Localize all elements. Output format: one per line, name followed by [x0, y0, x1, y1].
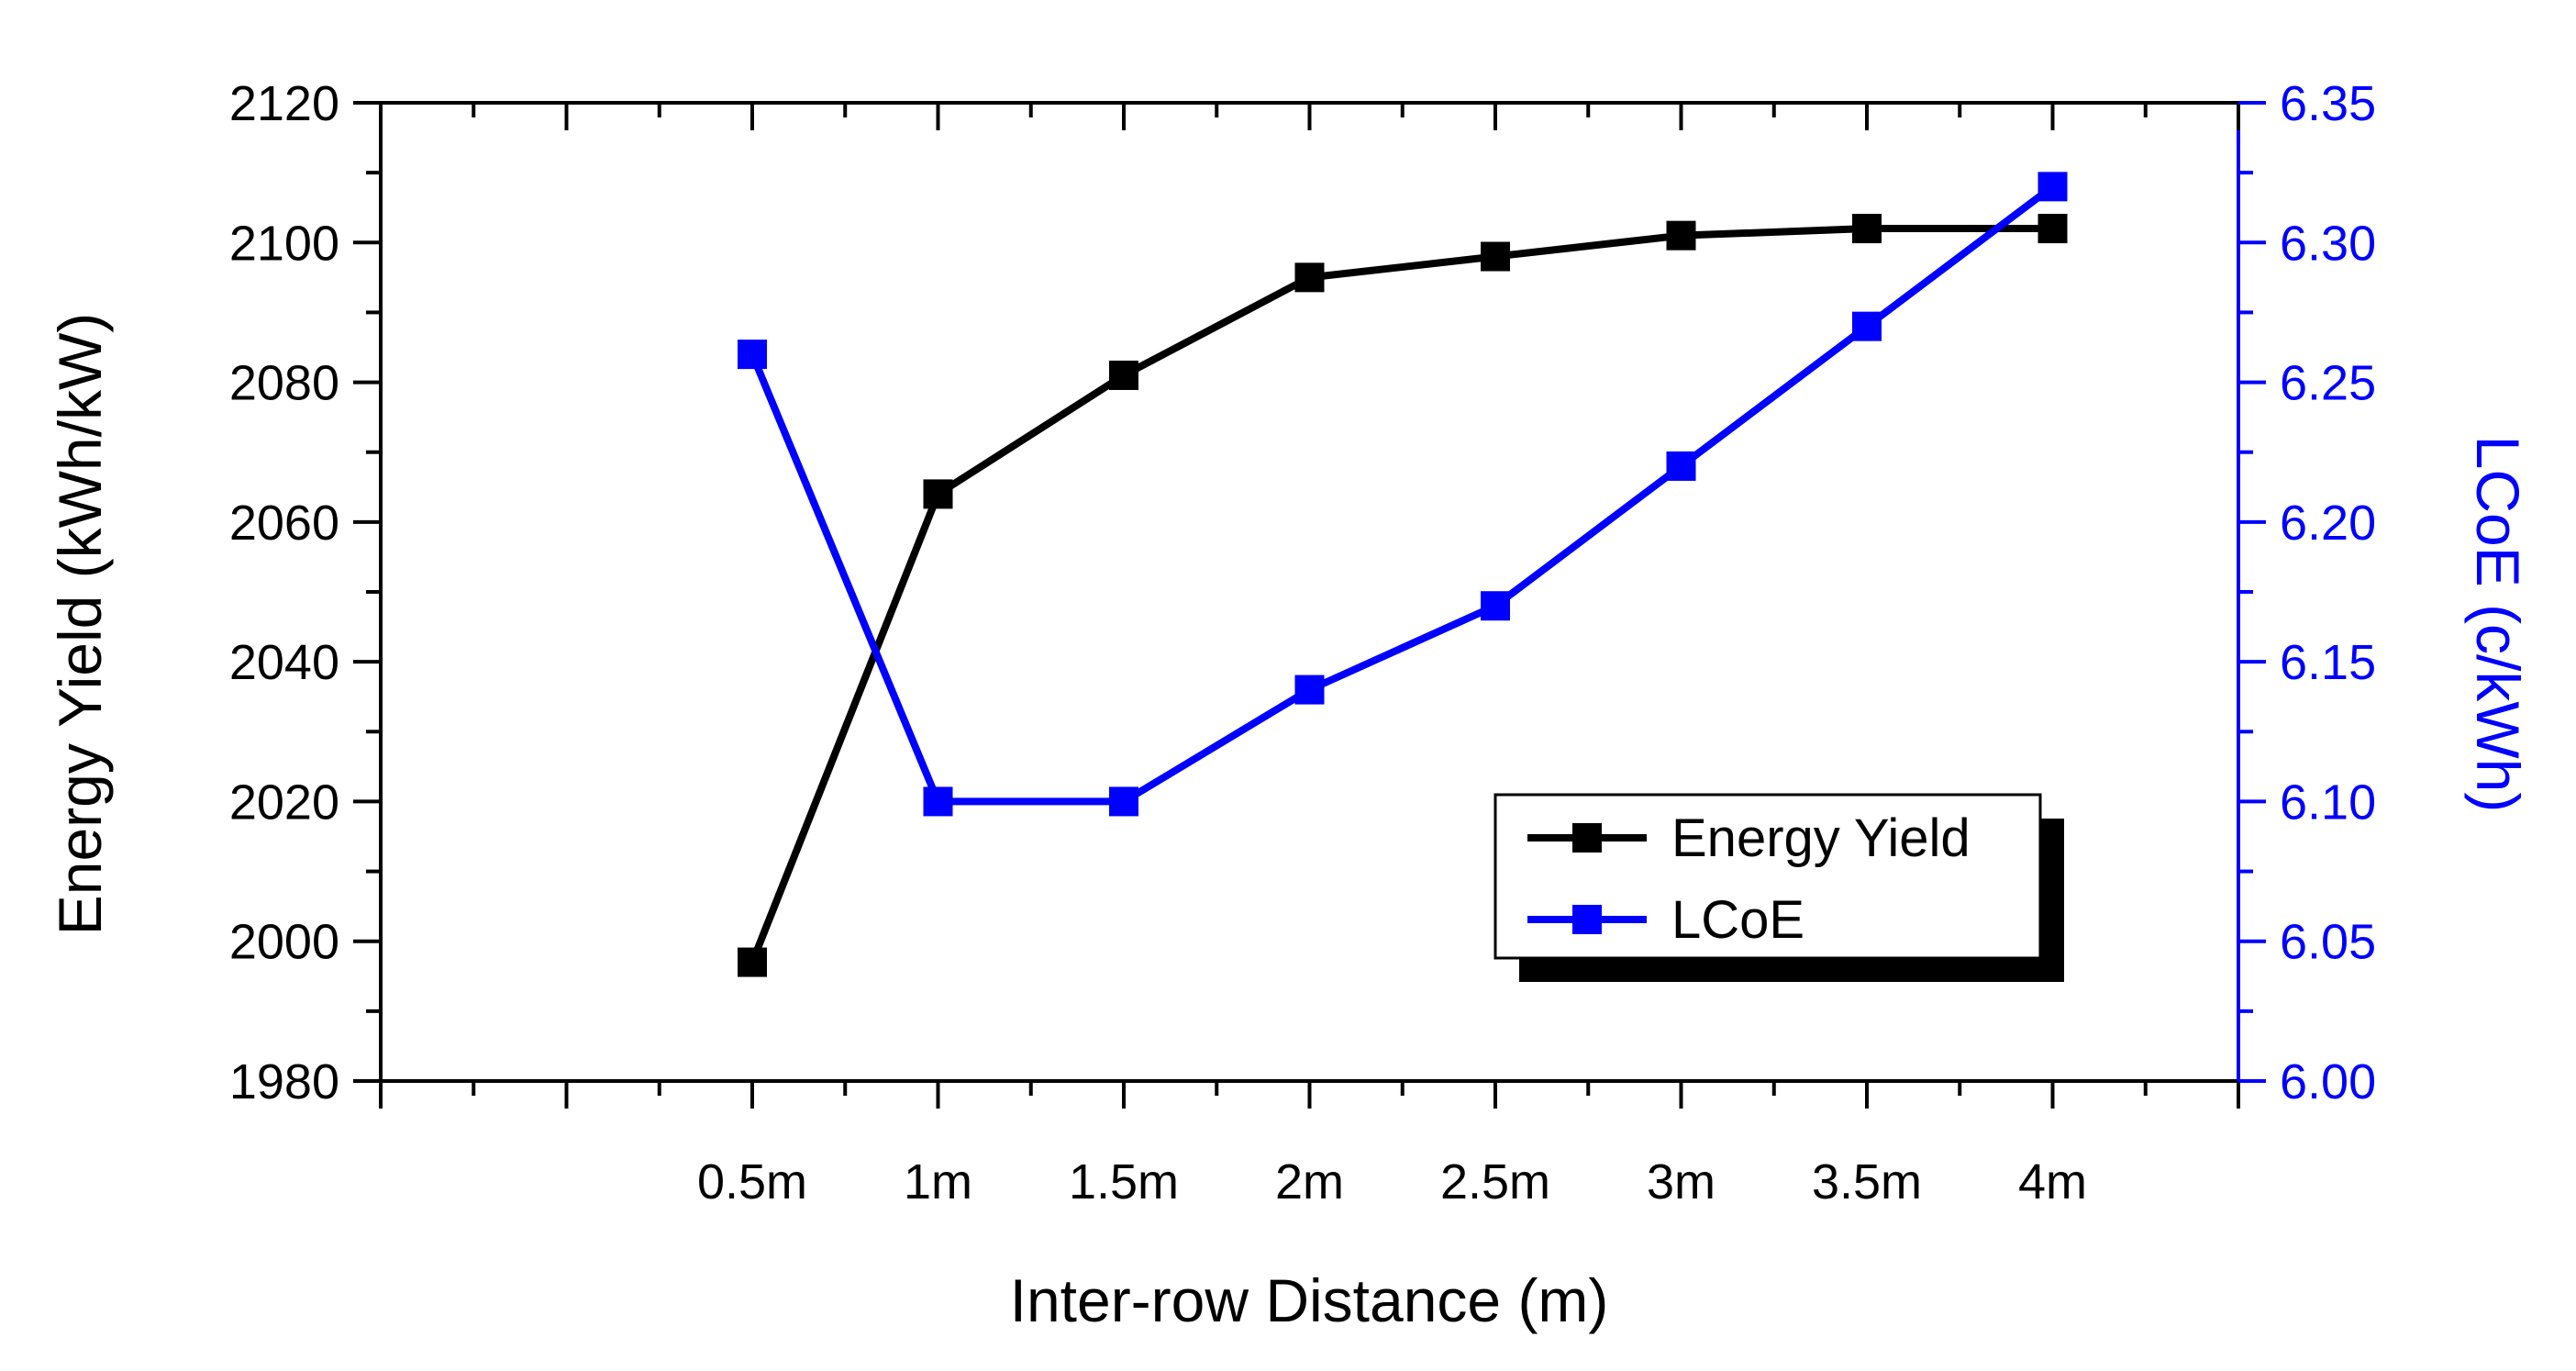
data-point-energy-yield	[2037, 214, 2068, 244]
data-point-energy-yield	[1481, 241, 1510, 272]
series-line-lcoe	[749, 184, 2055, 806]
y-left-tick-label: 2120	[229, 76, 339, 131]
x-tick-label: 0.5m	[697, 1154, 807, 1209]
data-point-lcoe	[1481, 591, 1510, 621]
data-point-lcoe	[2037, 172, 2068, 202]
y-right-tick-label: 6.10	[2280, 775, 2376, 830]
legend-marker-energy	[1572, 823, 1602, 853]
data-point-lcoe	[1294, 674, 1325, 705]
data-point-energy-yield	[1852, 214, 1882, 244]
y-left-tick-label: 2020	[229, 775, 339, 830]
series-line-energy-yield	[749, 225, 2053, 964]
y-right-tick-label: 6.00	[2280, 1054, 2376, 1109]
y-right-tick-label: 6.20	[2280, 496, 2376, 551]
y-right-tick-label: 6.15	[2280, 635, 2376, 690]
y-left-tick-label: 2040	[229, 635, 339, 690]
x-tick-label: 3m	[1647, 1154, 1715, 1209]
data-point-energy-yield	[923, 479, 953, 509]
x-tick-label: 1m	[904, 1154, 972, 1209]
y-left-tick-label: 2060	[229, 496, 339, 551]
data-point-lcoe	[1109, 786, 1138, 817]
axis-ticks	[353, 101, 2266, 1109]
x-tick-label: 4m	[2018, 1154, 2087, 1209]
data-point-lcoe	[1852, 311, 1882, 341]
x-tick-label: 3.5m	[1812, 1154, 1922, 1209]
y-left-tick-label: 2100	[229, 216, 339, 271]
x-axis-title: Inter-row Distance (m)	[1010, 1266, 1609, 1334]
data-point-energy-yield	[738, 947, 767, 977]
x-tick-label: 2m	[1275, 1154, 1344, 1209]
legend-label-energy: Energy Yield	[1671, 808, 1971, 868]
y-left-tick-label: 1980	[229, 1054, 339, 1109]
y-axis-left-title: Energy Yield (kWh/kW)	[46, 313, 114, 936]
y-axis-right-title: LCoE (c/kWh)	[2464, 436, 2532, 813]
y-left-tick-label: 2000	[229, 915, 339, 970]
data-point-energy-yield	[1109, 360, 1138, 390]
data-point-lcoe	[1666, 451, 1696, 481]
axis-labels: 0.5m 1m 1.5m 2m 2.5m 3m 3.5m 4m 1980 2000 2020 2040…	[229, 76, 2376, 1209]
legend: Energy Yield LCoE	[1493, 793, 2064, 982]
y-right-tick-label: 6.25	[2280, 356, 2376, 411]
y-right-tick-label: 6.30	[2280, 216, 2376, 271]
legend-label-lcoe: LCoE	[1671, 890, 1804, 950]
legend-marker-lcoe	[1572, 905, 1602, 934]
y-right-tick-label: 6.05	[2280, 915, 2376, 970]
y-left-tick-label: 2080	[229, 356, 339, 411]
data-point-lcoe	[738, 340, 767, 370]
data-point-energy-yield	[1666, 220, 1696, 251]
data-point-energy-yield	[1294, 262, 1325, 293]
x-tick-label: 1.5m	[1069, 1154, 1179, 1209]
y-right-tick-label: 6.35	[2280, 76, 2376, 131]
series-layer	[738, 172, 2068, 977]
data-point-lcoe	[923, 786, 953, 817]
x-tick-label: 2.5m	[1440, 1154, 1550, 1209]
